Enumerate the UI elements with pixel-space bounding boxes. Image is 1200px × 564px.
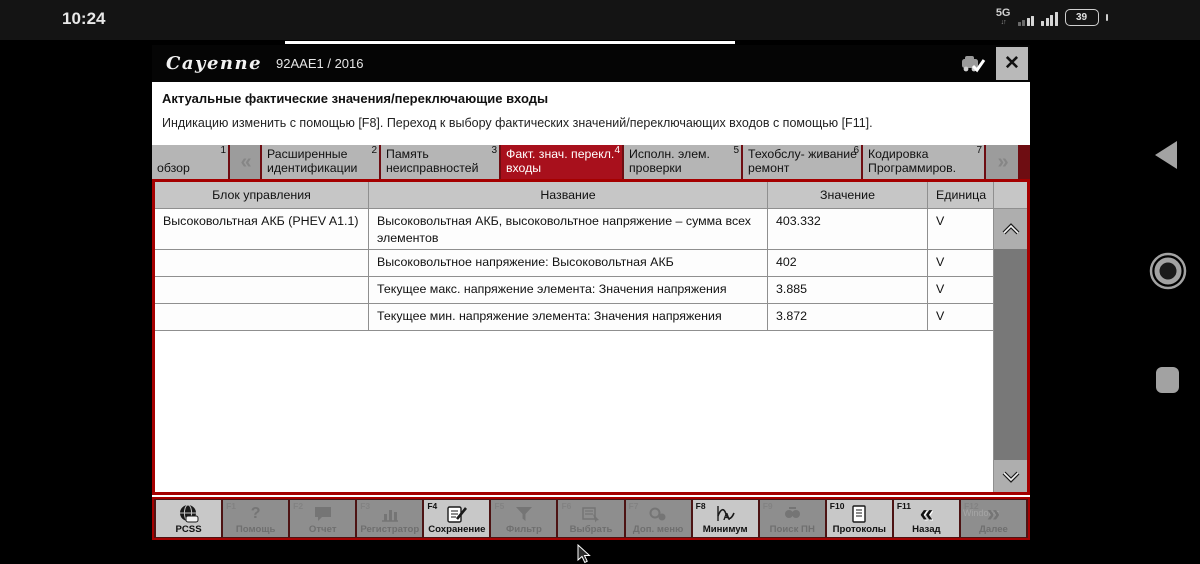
select-list-icon — [558, 503, 623, 525]
bar-chart-icon — [357, 503, 422, 525]
table-header-row: Блок управления Название Значение Единиц… — [155, 182, 993, 209]
logger-button: F3 Регистратор — [357, 500, 423, 537]
document-icon — [827, 503, 892, 525]
back-button[interactable]: F11 « Назад — [893, 499, 959, 537]
android-status-bar: 10:24 5G ↓↑ 39 — [0, 0, 1200, 40]
help-button: F1 ? Помощь — [223, 500, 289, 537]
col-header-control-unit: Блок управления — [155, 182, 369, 208]
table-row[interactable]: Текущее макс. напряжение элемента: Значе… — [155, 277, 993, 304]
mouse-cursor — [577, 544, 591, 564]
search-pn-button: F9 Поиск ПН — [759, 500, 825, 537]
signal-strength-icon-1 — [1017, 16, 1034, 26]
table-row[interactable]: Высоковольтное напряжение: Высоковольтна… — [155, 250, 993, 277]
android-home-icon[interactable] — [1148, 251, 1188, 291]
protocols-button[interactable]: F10 Протоколы — [826, 500, 892, 537]
pcss-globe-car-icon — [156, 503, 221, 525]
funnel-icon — [491, 503, 556, 525]
status-icons: 5G ↓↑ 39 — [996, 8, 1108, 26]
pcss-button[interactable]: PCSS — [156, 500, 222, 537]
signal-strength-icon-2 — [1041, 12, 1058, 26]
col-header-unit: Единица — [936, 188, 987, 202]
report-button: F2 Отчет — [290, 500, 356, 537]
vehicle-connected-icon[interactable] — [956, 50, 990, 78]
tabs-scroll-right-icon[interactable]: » — [986, 145, 1018, 179]
scroll-up-icon[interactable] — [994, 209, 1027, 249]
window-top-strip — [285, 41, 735, 44]
tab-extended-identifications[interactable]: 2 Расширенные идентификации — [262, 145, 379, 179]
minimum-button[interactable]: F8 A Минимум — [692, 500, 758, 537]
select-button: F6 Выбрать — [558, 500, 624, 537]
tab-maintenance-repair[interactable]: 6 Техобслу- живание ремонт — [743, 145, 861, 179]
table-row[interactable]: Текущее мин. напряжение элемента: Значен… — [155, 304, 993, 331]
android-recents-icon[interactable] — [1156, 367, 1179, 393]
tabs-scroll-left-icon[interactable]: « — [230, 145, 260, 179]
table-scrollbar — [993, 182, 1027, 492]
save-button[interactable]: F4 Сохранение — [424, 500, 490, 537]
app-titlebar: Cayenne 92AAE1 / 2016 ✕ — [152, 45, 1030, 82]
windows-watermark: Windows — [962, 508, 1000, 518]
battery-icon: 39 — [1064, 9, 1099, 26]
model-logo: Cayenne — [166, 53, 263, 74]
actual-values-table: Блок управления Название Значение Единиц… — [152, 179, 1030, 564]
back-chevrons-icon: « — [919, 499, 934, 527]
tab-actual-values[interactable]: 4 Факт. знач. перекл. входы — [501, 145, 622, 179]
diagnostic-app-window: Cayenne 92AAE1 / 2016 ✕ Актуальные факти… — [152, 45, 1030, 564]
page-subtitle: Индикацию изменить с помощью [F8]. Перех… — [162, 116, 873, 130]
android-back-icon[interactable] — [1153, 140, 1179, 170]
col-header-name: Название — [369, 182, 768, 208]
tab-bar: 1 обзор « 2 Расширенные идентификации 3 … — [152, 145, 1030, 179]
scrollbar-header-cell — [994, 182, 1027, 209]
vehicle-id: 92AAE1 / 2016 — [276, 56, 364, 71]
col-header-value: Значение — [768, 182, 928, 208]
question-icon: ? — [250, 505, 261, 522]
tab-overview[interactable]: 1 обзор — [152, 145, 228, 179]
forward-chevrons-icon: » — [986, 499, 1001, 527]
binoculars-icon — [760, 503, 825, 525]
network-5g-icon: 5G ↓↑ — [995, 7, 1011, 27]
waveform-a-icon: A — [693, 503, 758, 525]
battery-nub — [1105, 14, 1108, 21]
close-icon[interactable]: ✕ — [996, 47, 1028, 80]
page-title: Актуальные фактические значения/переключ… — [162, 91, 549, 106]
function-toolbar: PCSS F1 ? Помощь F2 Отчет F3 — [152, 497, 1030, 540]
speech-bubble-icon — [290, 503, 355, 525]
gears-icon — [626, 503, 691, 525]
tab-drive-links-checks[interactable]: 5 Исполн. элем. проверки — [624, 145, 741, 179]
next-button: F12 Windows » Далее — [960, 499, 1027, 537]
scrollbar-track[interactable] — [994, 249, 1027, 460]
scroll-down-icon[interactable] — [994, 460, 1027, 492]
tab-fault-memory[interactable]: 3 Память неисправностей — [381, 145, 499, 179]
page-header: Актуальные фактические значения/переключ… — [152, 82, 1030, 145]
extra-menu-button: F7 Доп. меню — [625, 500, 691, 537]
notepad-pencil-icon — [424, 503, 489, 525]
filter-button: F5 Фильтр — [491, 500, 557, 537]
table-row[interactable]: Высоковольтная АКБ (PHEV A1.1) Высоковол… — [155, 209, 993, 250]
svg-text:A: A — [723, 512, 730, 523]
tab-coding-programming[interactable]: 7 Кодировка Программиров. — [863, 145, 984, 179]
clock: 10:24 — [62, 9, 106, 28]
